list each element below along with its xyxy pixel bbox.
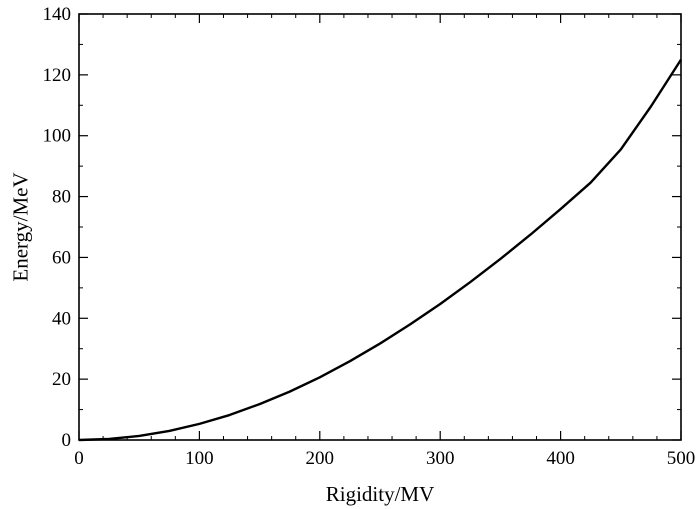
y-tick-label: 40 <box>52 308 71 329</box>
x-tick-label: 100 <box>185 448 214 469</box>
y-tick-label: 0 <box>62 430 72 451</box>
x-tick-label: 500 <box>667 448 696 469</box>
tick-labels-layer: 0 100 200 300 400 500 0 20 40 60 80 100 120 140 <box>43 4 696 469</box>
y-tick-label: 120 <box>43 65 72 86</box>
series-layer <box>78 58 683 442</box>
y-tick-label: 60 <box>52 247 71 268</box>
x-tick-label: 200 <box>306 448 335 469</box>
y-tick-label: 140 <box>43 4 72 25</box>
x-tick-label: 400 <box>546 448 575 469</box>
plot-frame <box>78 13 682 441</box>
x-tick-label: 0 <box>74 448 84 469</box>
y-tick-label: 20 <box>52 369 71 390</box>
y-tick-label: 80 <box>52 187 71 208</box>
ticks-layer <box>78 13 682 441</box>
y-tick-label: 100 <box>43 126 72 147</box>
series-line <box>78 58 683 442</box>
y-axis-label: Energy/MeV <box>8 172 32 281</box>
x-tick-label: 300 <box>426 448 455 469</box>
x-axis-label: Rigidity/MV <box>326 482 435 506</box>
